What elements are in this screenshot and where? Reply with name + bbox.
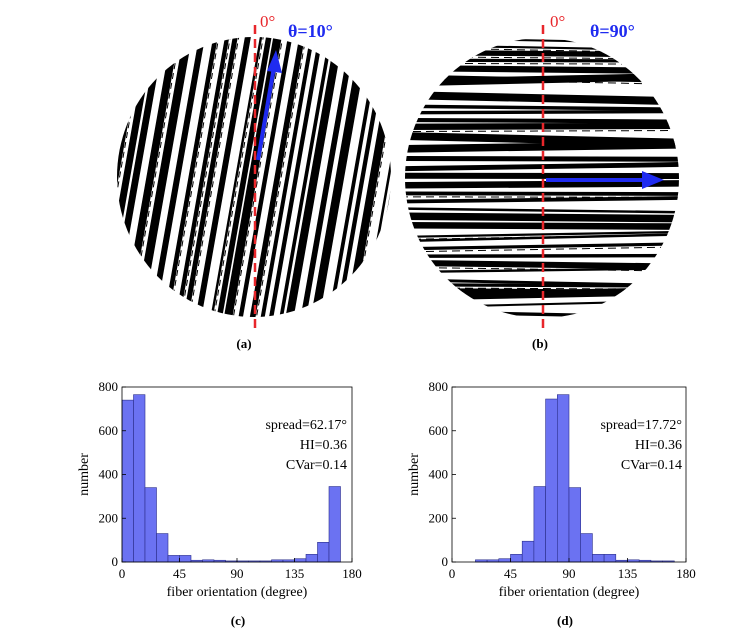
y-tick-label: 600	[429, 423, 449, 438]
orientation-arrowhead-b	[642, 171, 664, 189]
annotation-text: CVar=0.14	[621, 458, 682, 473]
y-tick-label: 0	[442, 554, 449, 569]
x-tick-label: 0	[449, 566, 456, 581]
histogram-bar	[179, 555, 192, 563]
theta-label-b: θ=90°	[590, 21, 635, 41]
y-tick-label: 200	[429, 510, 449, 525]
histogram-bar	[592, 554, 605, 563]
x-tick-label: 180	[676, 566, 696, 581]
y-axis-label: number	[77, 453, 92, 496]
x-tick-label: 135	[285, 566, 305, 581]
x-tick-label: 0	[119, 566, 126, 581]
x-tick-label: 180	[342, 566, 362, 581]
fiber-image-a: 0° θ=10°	[117, 12, 391, 330]
histogram-bar	[144, 487, 157, 563]
theta-label-a: θ=10°	[288, 21, 333, 41]
histogram-bar	[603, 554, 617, 563]
y-tick-label: 400	[429, 467, 449, 482]
x-tick-label: 90	[563, 566, 576, 581]
panel-label-c: (c)	[230, 613, 246, 628]
histogram-bar	[557, 394, 570, 563]
panel-label-a: (a)	[236, 336, 252, 351]
histogram-bar	[533, 486, 546, 563]
histogram-bar	[305, 554, 318, 563]
y-tick-label: 400	[99, 467, 119, 482]
histogram-bar	[521, 540, 535, 563]
y-tick-label: 800	[429, 379, 449, 394]
x-tick-label: 45	[173, 566, 186, 581]
y-tick-label: 0	[112, 554, 119, 569]
y-tick-label: 200	[99, 510, 119, 525]
histogram-bar	[156, 533, 169, 563]
annotation-text: CVar=0.14	[286, 458, 347, 473]
zero-label-a: 0°	[260, 12, 275, 31]
histogram-bar	[545, 398, 558, 563]
histogram-bar	[167, 555, 180, 563]
annotation-text: spread=17.72°	[600, 418, 682, 433]
y-axis-label: number	[407, 453, 422, 496]
x-tick-label: 90	[231, 566, 244, 581]
histogram-bar	[328, 486, 341, 563]
histogram-bar	[580, 533, 593, 563]
y-tick-label: 800	[99, 379, 119, 394]
histogram-bar	[498, 558, 511, 563]
x-tick-label: 135	[618, 566, 638, 581]
orientation-arrow-a	[256, 66, 276, 161]
x-tick-label: 45	[504, 566, 517, 581]
x-axis-label: fiber orientation (degree)	[167, 585, 308, 600]
histogram-c: 0 45 90 135 180 0 200 400 600 800 fiber orientatio…	[77, 379, 362, 600]
orientation-arrowhead-a	[267, 50, 282, 73]
histogram-bar	[121, 399, 134, 563]
histogram-bar	[294, 558, 307, 563]
zero-label-b: 0°	[550, 12, 565, 31]
histogram-bar	[510, 554, 523, 563]
histogram-bar	[133, 394, 146, 563]
histogram-bar	[317, 542, 330, 563]
annotation-text: HI=0.36	[300, 438, 347, 453]
panel-label-d: (d)	[557, 613, 573, 628]
histogram-bar	[568, 487, 581, 563]
annotation-text: HI=0.36	[635, 438, 682, 453]
panel-label-b: (b)	[532, 336, 548, 351]
fiber-image-b: 0° θ=90°	[405, 12, 679, 330]
x-axis-label: fiber orientation (degree)	[499, 585, 640, 600]
histogram-d: 0 45 90 135 180 0 200 400 600 800 fiber orientatio…	[407, 379, 696, 600]
y-tick-label: 600	[99, 423, 119, 438]
annotation-text: spread=62.17°	[265, 418, 347, 433]
